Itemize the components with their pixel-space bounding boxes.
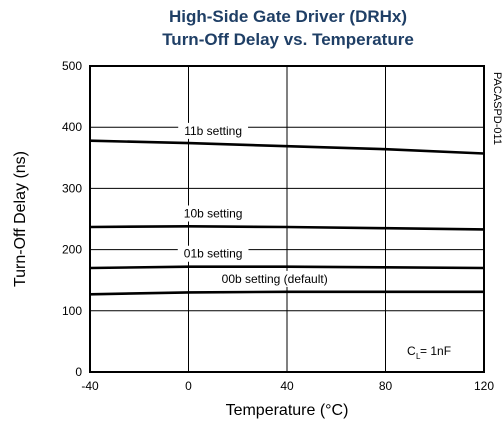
series-line <box>89 139 485 155</box>
y-tick-label: 500 <box>62 59 82 73</box>
figure-id: PACASPD-011 <box>491 72 503 145</box>
y-tick-label: 100 <box>62 304 82 318</box>
series-label-background <box>178 122 249 139</box>
series-label-background <box>177 205 249 222</box>
series-labels: 11b setting 10b setting 01b setting 00b set… <box>177 122 334 287</box>
series-label-background <box>215 270 334 287</box>
x-axis-label: Temperature (°C) <box>226 402 349 419</box>
series-label: 10b setting <box>184 206 243 220</box>
series-label: 11b setting <box>184 124 242 138</box>
y-tick-labels: 0 100 200 300 400 500 <box>62 59 82 379</box>
x-tick-label: 40 <box>280 379 294 393</box>
y-tick-label: 0 <box>75 365 82 379</box>
load-capacitance-note: C L = 1nF <box>407 344 451 361</box>
series-lines <box>89 139 485 296</box>
series-label: 01b setting <box>184 247 243 261</box>
note-subscript: L <box>416 352 421 361</box>
note-prefix: C <box>407 344 416 358</box>
series-line <box>89 265 485 270</box>
x-tick-label: 120 <box>474 379 494 393</box>
x-tick-labels: -40 0 40 80 120 <box>81 379 494 393</box>
y-tick-label: 300 <box>62 181 82 195</box>
x-tick-label: 0 <box>185 379 192 393</box>
x-tick-label: 80 <box>379 379 393 393</box>
series-line <box>89 225 485 231</box>
y-axis-label: Turn-Off Delay (ns) <box>12 151 29 287</box>
plot-frame <box>89 65 485 373</box>
series-line <box>89 290 484 296</box>
chart-title-line-1: High-Side Gate Driver (DRHx) <box>169 7 407 26</box>
chart-title-line-2: Turn-Off Delay vs. Temperature <box>162 30 414 49</box>
y-tick-label: 200 <box>62 243 82 257</box>
y-tick-label: 400 <box>62 120 82 134</box>
series-label: 00b setting (default) <box>222 272 328 286</box>
x-tick-label: -40 <box>81 379 99 393</box>
note-suffix: = 1nF <box>420 344 451 358</box>
series-label-background <box>177 245 249 262</box>
